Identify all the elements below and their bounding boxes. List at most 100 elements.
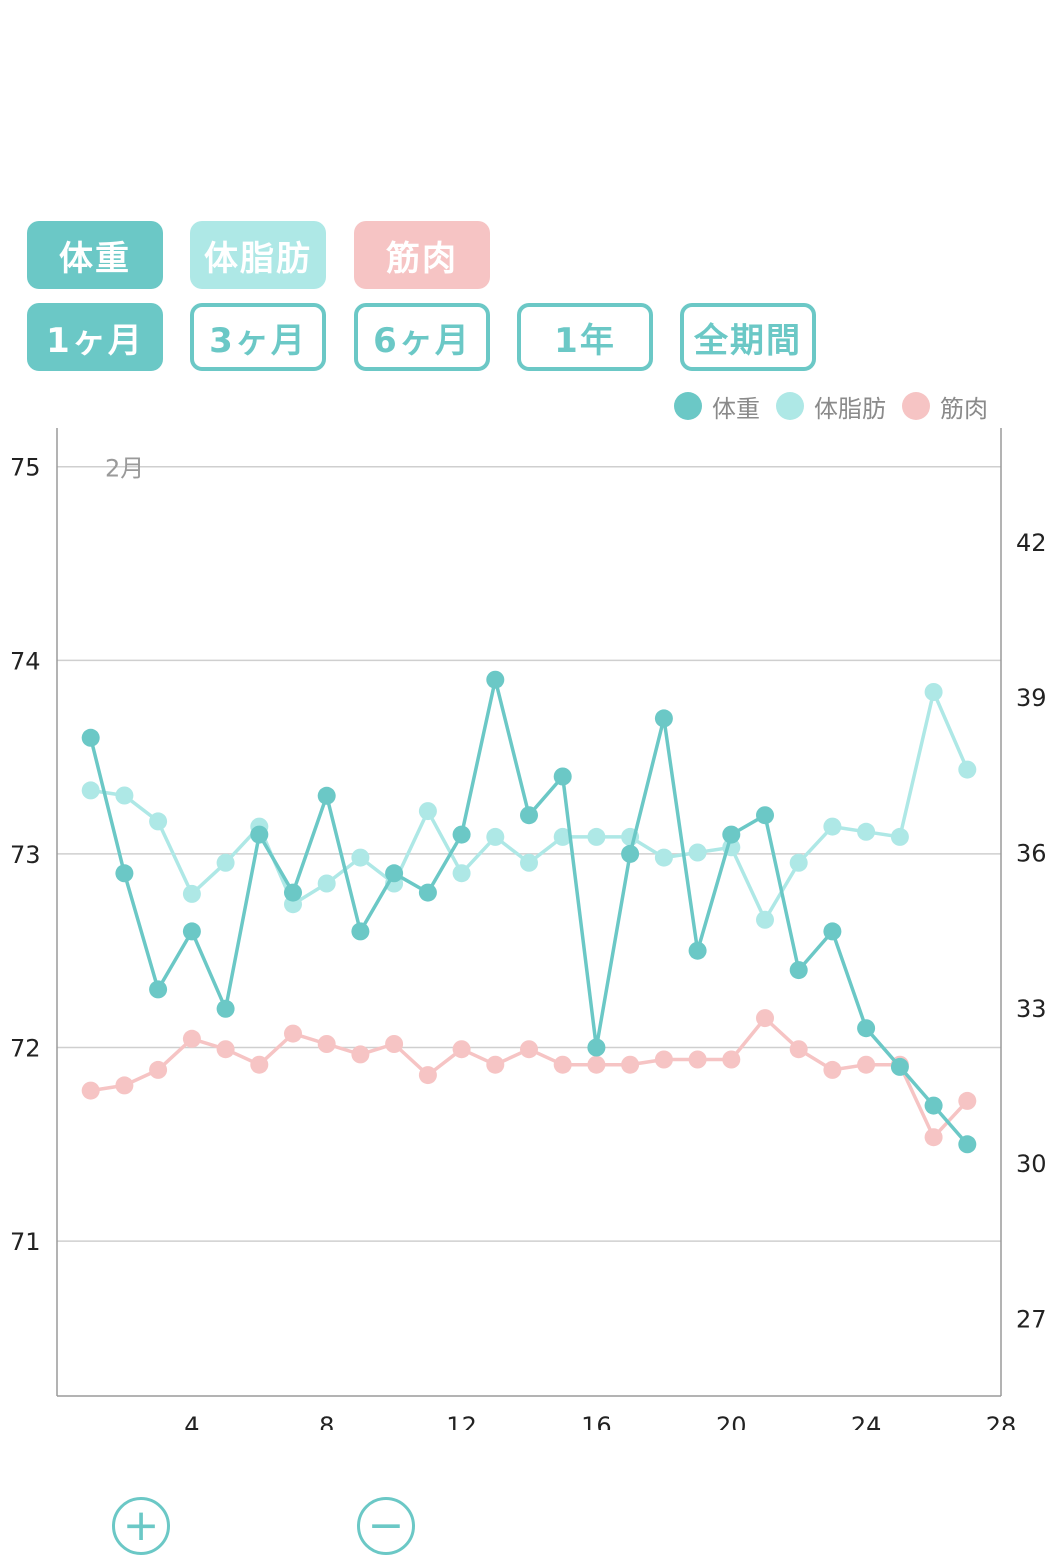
data-point — [756, 1009, 774, 1028]
data-point — [317, 786, 336, 805]
data-point — [418, 1066, 437, 1085]
data-point — [688, 941, 707, 960]
data-point — [81, 781, 100, 800]
y-left-tick-label: 73 — [10, 841, 41, 869]
data-point — [924, 1128, 943, 1147]
data-point — [115, 1076, 134, 1095]
x-tick-label: 4 — [184, 1412, 199, 1430]
series-line — [90, 690, 969, 922]
data-point — [452, 864, 471, 883]
legend-muscle-dot — [902, 392, 930, 420]
weight-metric-button[interactable]: 体重 — [27, 221, 163, 289]
data-point — [216, 1040, 235, 1059]
data-point — [688, 843, 707, 862]
data-point — [958, 1135, 977, 1154]
data-point — [115, 786, 134, 805]
data-point — [756, 806, 774, 825]
data-point — [149, 812, 168, 831]
data-point — [654, 848, 673, 867]
data-point — [756, 910, 774, 929]
data-point — [385, 864, 404, 883]
data-point — [486, 670, 505, 689]
legend-body-fat-label: 体脂肪 — [814, 394, 886, 423]
data-point — [958, 1091, 977, 1110]
data-point — [621, 844, 640, 863]
period-all-button[interactable]: 全期間 — [680, 303, 816, 371]
data-point — [486, 1055, 505, 1074]
period-1-month-button[interactable]: 1ヶ月 — [27, 303, 163, 371]
data-point — [890, 827, 909, 846]
data-point — [722, 825, 741, 844]
data-point — [81, 1081, 100, 1100]
data-point — [182, 922, 201, 941]
data-point — [789, 853, 808, 872]
y-right-tick-label: 39 — [1016, 684, 1047, 712]
y-left-tick-label: 71 — [10, 1228, 41, 1256]
data-point — [857, 1019, 876, 1038]
data-point — [216, 999, 235, 1018]
data-point — [351, 848, 370, 867]
x-tick-label: 12 — [446, 1412, 477, 1430]
data-point — [486, 827, 505, 846]
y-left-tick-label: 72 — [10, 1035, 41, 1063]
data-point — [520, 1040, 538, 1059]
data-point — [351, 1045, 370, 1064]
x-tick-label: 28 — [986, 1412, 1017, 1430]
legend-muscle-label: 筋肉 — [940, 394, 988, 423]
data-point — [857, 822, 876, 841]
data-point — [823, 922, 842, 941]
data-point — [958, 760, 977, 779]
data-point — [857, 1055, 876, 1074]
data-point — [587, 827, 606, 846]
data-point — [789, 1040, 808, 1059]
data-point — [81, 728, 100, 747]
y-right-tick-label: 27 — [1016, 1305, 1047, 1333]
data-point — [385, 1035, 404, 1053]
data-point — [654, 1050, 673, 1069]
y-left-tick-label: 75 — [10, 454, 41, 482]
data-point — [182, 1029, 201, 1048]
y-right-tick-label: 33 — [1016, 995, 1047, 1023]
data-point — [924, 683, 943, 701]
data-point — [216, 853, 235, 872]
data-point — [823, 1060, 842, 1079]
data-point — [520, 806, 538, 825]
period-3-months-button[interactable]: 3ヶ月 — [190, 303, 326, 371]
data-point — [418, 883, 437, 902]
y-right-tick-label: 36 — [1016, 839, 1047, 867]
x-tick-label: 8 — [319, 1412, 334, 1430]
legend-weight-label: 体重 — [712, 394, 760, 423]
data-point — [250, 1055, 269, 1074]
muscle-metric-button[interactable]: 筋肉 — [354, 221, 490, 289]
period-1-year-button[interactable]: 1年 — [517, 303, 653, 371]
data-point — [789, 961, 808, 980]
data-point — [587, 1038, 606, 1057]
data-point — [688, 1050, 707, 1069]
period-6-months-button[interactable]: 6ヶ月 — [354, 303, 490, 371]
data-point — [317, 1035, 336, 1053]
data-point — [115, 864, 134, 883]
data-point — [587, 1055, 606, 1074]
data-point — [452, 825, 471, 844]
chart-legend: 体重 体脂肪 筋肉 — [660, 386, 990, 426]
data-point — [284, 1024, 302, 1043]
weight-line-chart[interactable]: 71 72 73 74 75 27 30 33 36 39 42 4 8 12 16 20 24 28 2月 — [0, 420, 1062, 1430]
zoom-in-button[interactable]: + — [112, 1497, 170, 1555]
data-point — [317, 874, 336, 893]
data-point — [823, 817, 842, 836]
data-point — [553, 1055, 572, 1074]
y-right-tick-label: 42 — [1016, 529, 1047, 557]
data-point — [452, 1040, 471, 1059]
data-point — [924, 1096, 943, 1115]
x-tick-label: 20 — [716, 1412, 747, 1430]
data-point — [722, 1050, 741, 1069]
data-point — [553, 767, 572, 786]
zoom-out-button[interactable]: − — [357, 1497, 415, 1555]
data-point — [621, 1055, 640, 1074]
legend-body-fat-dot — [776, 392, 804, 420]
plus-icon: + — [122, 1500, 160, 1551]
data-point — [182, 884, 201, 903]
body-fat-metric-button[interactable]: 体脂肪 — [190, 221, 326, 289]
x-tick-label: 16 — [581, 1412, 612, 1430]
month-label: 2月 — [105, 455, 144, 483]
